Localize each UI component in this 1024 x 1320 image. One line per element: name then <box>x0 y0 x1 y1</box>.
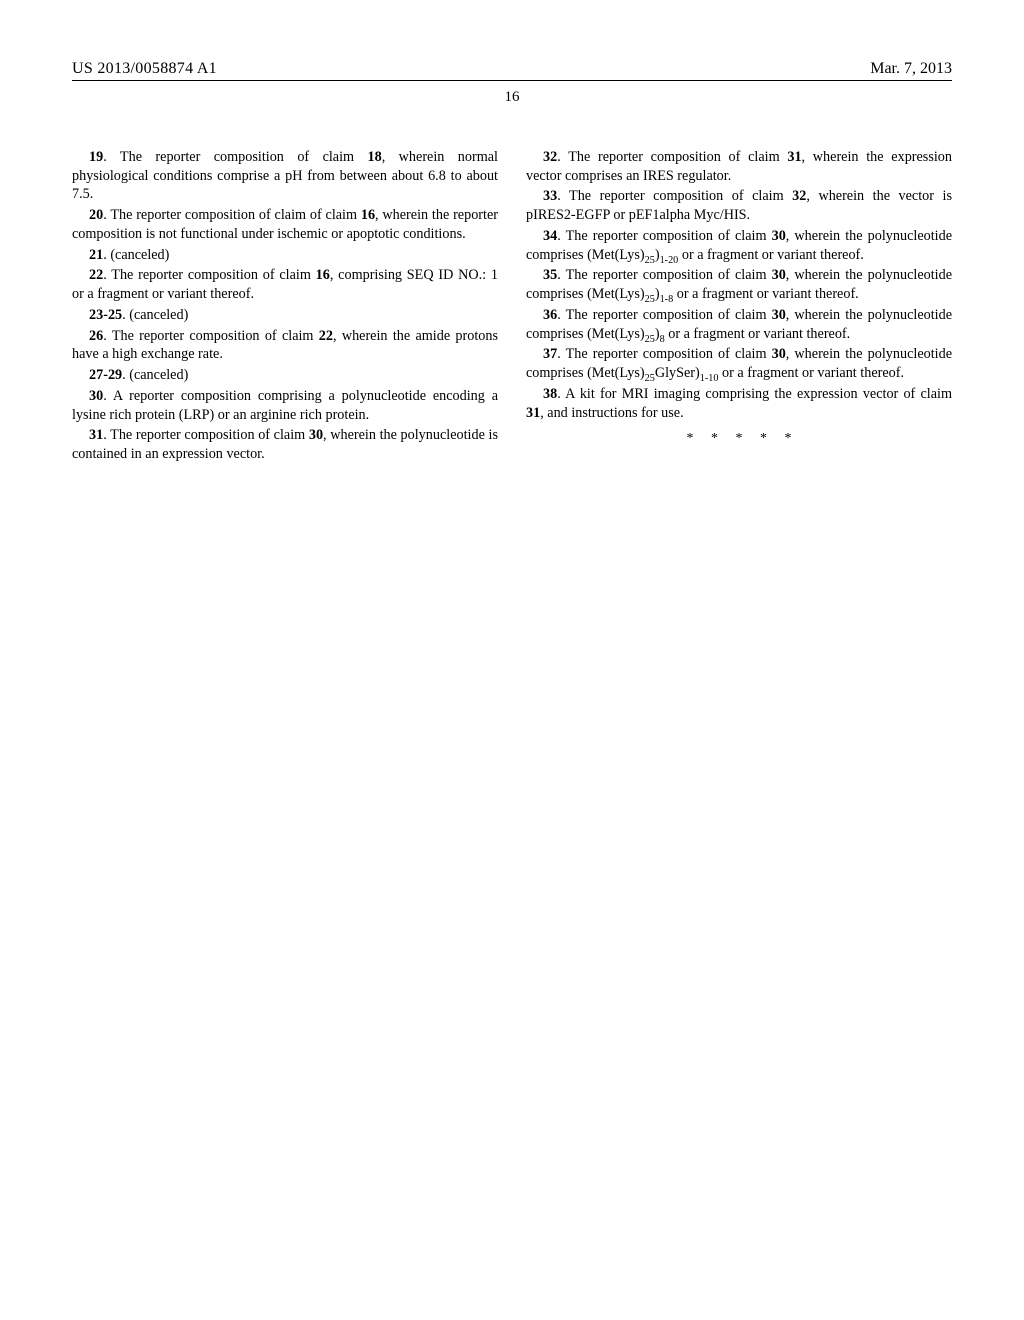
claim-body: . The reporter composition of claim <box>557 149 787 165</box>
claim-ref: 16 <box>361 207 375 223</box>
claim-ref: 16 <box>316 267 330 283</box>
claim-ref: 32 <box>792 188 806 204</box>
claim-26: 26. The reporter composition of claim 22… <box>72 327 498 364</box>
end-marker: * * * * * <box>526 430 952 448</box>
subscript: 25 <box>645 294 655 305</box>
page-number: 16 <box>72 89 952 106</box>
claim-number: 33 <box>543 188 557 204</box>
claim-body: or a fragment or variant thereof. <box>718 365 904 381</box>
claim-ref: 22 <box>319 328 333 344</box>
claim-number: 34 <box>543 228 557 244</box>
claim-number: 20 <box>89 207 103 223</box>
claim-body: or a fragment or variant thereof. <box>673 286 859 302</box>
claim-ref: 30 <box>772 346 786 362</box>
claim-body: . The reporter composition of claim <box>103 328 319 344</box>
claim-ref: 30 <box>772 228 786 244</box>
claims-text: 19. The reporter composition of claim 18… <box>72 148 952 464</box>
claim-22: 22. The reporter composition of claim 16… <box>72 266 498 303</box>
subscript: 1-8 <box>660 294 674 305</box>
claim-body: GlySer) <box>655 365 700 381</box>
claim-number: 31 <box>89 427 103 443</box>
claim-number: 23-25 <box>89 307 122 323</box>
claim-number: 26 <box>89 328 103 344</box>
claim-number: 38 <box>543 386 557 402</box>
claim-body: . The reporter composition of claim <box>557 188 792 204</box>
claim-number: 21 <box>89 247 103 263</box>
claim-37: 37. The reporter composition of claim 30… <box>526 345 952 382</box>
subscript: 25 <box>645 373 655 384</box>
subscript: 1-10 <box>700 373 719 384</box>
claim-number: 35 <box>543 267 557 283</box>
publication-date: Mar. 7, 2013 <box>870 60 952 78</box>
claim-body: . The reporter composition of claim <box>557 228 771 244</box>
publication-number: US 2013/0058874 A1 <box>72 60 217 78</box>
claim-21: 21. (canceled) <box>72 246 498 265</box>
claim-23-25: 23-25. (canceled) <box>72 306 498 325</box>
claim-body: . The reporter composition of claim <box>103 267 315 283</box>
claim-31: 31. The reporter composition of claim 30… <box>72 426 498 463</box>
claim-body: or a fragment or variant thereof. <box>665 326 851 342</box>
claim-number: 30 <box>89 388 103 404</box>
claim-body: . The reporter composition of claim <box>557 346 771 362</box>
claim-ref: 30 <box>772 267 786 283</box>
claim-ref: 30 <box>309 427 323 443</box>
claim-30: 30. A reporter composition comprising a … <box>72 387 498 424</box>
claim-number: 19 <box>89 149 103 165</box>
claim-ref: 31 <box>787 149 801 165</box>
claim-body: . A kit for MRI imaging comprising the e… <box>557 386 952 402</box>
claim-body: . The reporter composition of claim <box>557 267 771 283</box>
subscript: 25 <box>645 333 655 344</box>
claim-ref: 30 <box>772 307 786 323</box>
claim-ref: 18 <box>368 149 382 165</box>
claim-body: . The reporter composition of claim <box>557 307 771 323</box>
claim-body: . (canceled) <box>103 247 169 263</box>
claim-27-29: 27-29. (canceled) <box>72 366 498 385</box>
claim-38: 38. A kit for MRI imaging comprising the… <box>526 385 952 422</box>
claim-number: 37 <box>543 346 557 362</box>
claim-number: 22 <box>89 267 103 283</box>
claim-19: 19. The reporter composition of claim 18… <box>72 148 498 204</box>
claim-number: 27-29 <box>89 367 122 383</box>
claim-body: . The reporter composition of claim of c… <box>103 207 361 223</box>
claim-34: 34. The reporter composition of claim 30… <box>526 227 952 264</box>
claim-body: . (canceled) <box>122 367 188 383</box>
claim-35: 35. The reporter composition of claim 30… <box>526 266 952 303</box>
claim-number: 36 <box>543 307 557 323</box>
page-header: US 2013/0058874 A1 Mar. 7, 2013 <box>72 60 952 81</box>
subscript: 1-20 <box>660 255 679 266</box>
claim-body: . The reporter composition of claim <box>103 149 367 165</box>
page-container: US 2013/0058874 A1 Mar. 7, 2013 16 19. T… <box>0 0 1024 504</box>
claim-number: 32 <box>543 149 557 165</box>
claim-body: . The reporter composition of claim <box>103 427 309 443</box>
subscript: 25 <box>645 255 655 266</box>
claim-36: 36. The reporter composition of claim 30… <box>526 306 952 343</box>
claim-body: , and instructions for use. <box>540 405 683 421</box>
claim-ref: 31 <box>526 405 540 421</box>
claim-32: 32. The reporter composition of claim 31… <box>526 148 952 185</box>
claim-33: 33. The reporter composition of claim 32… <box>526 187 952 224</box>
claim-20: 20. The reporter composition of claim of… <box>72 206 498 243</box>
claim-body: or a fragment or variant thereof. <box>678 247 864 263</box>
claim-body: . A reporter composition comprising a po… <box>72 388 498 423</box>
claim-body: . (canceled) <box>122 307 188 323</box>
